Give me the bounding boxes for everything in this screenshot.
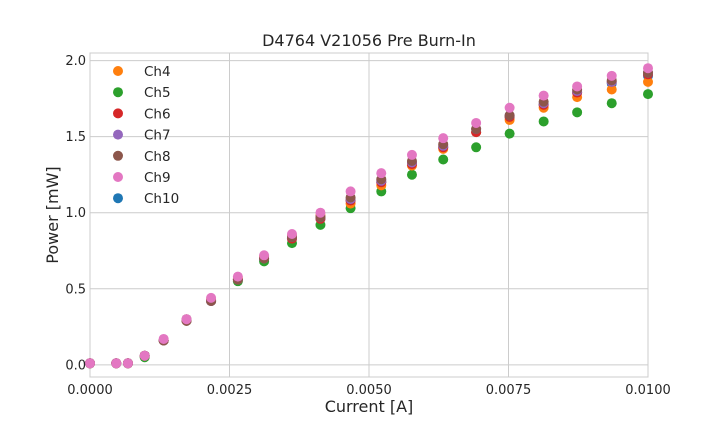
point-ch9 bbox=[315, 207, 326, 218]
point-ch9 bbox=[572, 81, 583, 92]
point-ch9 bbox=[286, 229, 297, 240]
y-tick-label: 2.0 bbox=[65, 54, 86, 69]
point-ch8 bbox=[504, 110, 515, 121]
point-ch5 bbox=[504, 128, 515, 139]
legend-marker bbox=[113, 129, 123, 140]
data-points bbox=[85, 63, 653, 369]
legend-item-ch9: Ch9 bbox=[113, 170, 171, 186]
legend-label: Ch9 bbox=[144, 170, 171, 186]
point-ch9 bbox=[206, 292, 217, 303]
plot-frame bbox=[89, 52, 649, 378]
point-ch5 bbox=[538, 116, 549, 127]
point-ch9 bbox=[111, 358, 122, 369]
x-axis-label: Current [A] bbox=[325, 397, 414, 416]
point-ch9 bbox=[504, 102, 515, 113]
legend-marker bbox=[113, 87, 123, 98]
x-tick-label: 0.0100 bbox=[625, 383, 671, 398]
legend-label: Ch4 bbox=[144, 64, 171, 80]
legend: Ch4 Ch5 Ch6 Ch7 Ch8 Ch9 Ch10 bbox=[113, 64, 179, 207]
point-ch5 bbox=[572, 107, 583, 118]
y-tick-label: 0.0 bbox=[65, 358, 86, 373]
point-ch9 bbox=[122, 358, 133, 369]
legend-item-ch5: Ch5 bbox=[113, 85, 171, 101]
legend-marker bbox=[113, 66, 123, 76]
point-ch5 bbox=[643, 89, 653, 100]
legend-item-ch7: Ch7 bbox=[113, 128, 171, 144]
y-tick-label: 0.5 bbox=[65, 282, 86, 297]
point-ch9 bbox=[345, 186, 356, 197]
legend-marker bbox=[113, 108, 123, 119]
point-ch4 bbox=[606, 84, 617, 95]
point-ch4 bbox=[643, 76, 653, 87]
point-ch9 bbox=[139, 350, 150, 361]
point-ch5 bbox=[406, 169, 417, 180]
point-ch9 bbox=[232, 271, 243, 282]
point-ch9 bbox=[85, 358, 95, 369]
legend-label: Ch6 bbox=[144, 106, 171, 122]
point-ch9 bbox=[471, 117, 482, 128]
x-tick-label: 0.0025 bbox=[207, 383, 253, 398]
y-tick-label: 1.0 bbox=[65, 206, 86, 221]
legend-label: Ch7 bbox=[144, 128, 171, 144]
legend-item-ch10: Ch10 bbox=[113, 191, 179, 207]
legend-label: Ch10 bbox=[144, 191, 179, 207]
legend-item-ch4: Ch4 bbox=[113, 64, 171, 80]
chart-title: D4764 V21056 Pre Burn-In bbox=[262, 31, 476, 50]
legend-label: Ch5 bbox=[144, 85, 171, 101]
legend-marker bbox=[113, 172, 123, 182]
point-ch9 bbox=[376, 168, 387, 179]
x-tick-label: 0.0075 bbox=[486, 383, 532, 398]
point-ch9 bbox=[606, 70, 617, 81]
legend-item-ch8: Ch8 bbox=[113, 149, 171, 165]
y-tick-label: 1.5 bbox=[65, 130, 86, 145]
point-ch9 bbox=[438, 133, 449, 144]
point-ch9 bbox=[538, 90, 549, 101]
point-ch5 bbox=[606, 98, 617, 109]
x-tick-label: 0.0000 bbox=[67, 383, 113, 398]
point-ch9 bbox=[643, 63, 653, 74]
x-tick-label: 0.0050 bbox=[346, 383, 392, 398]
point-ch9 bbox=[158, 333, 169, 344]
point-ch9 bbox=[181, 314, 192, 325]
legend-marker bbox=[113, 193, 123, 204]
legend-item-ch6: Ch6 bbox=[113, 106, 171, 122]
point-ch5 bbox=[471, 142, 482, 153]
series-ch9 bbox=[85, 63, 653, 369]
point-ch9 bbox=[406, 149, 417, 160]
legend-marker bbox=[113, 150, 123, 161]
legend-label: Ch8 bbox=[144, 149, 171, 165]
point-ch9 bbox=[259, 250, 270, 261]
point-ch5 bbox=[438, 154, 449, 165]
tick-labels: 0.0000 0.0025 0.0050 0.0075 0.0100 0.0 0.5 1.0 1… bbox=[65, 54, 670, 398]
y-axis-label: Power [mW] bbox=[43, 166, 62, 263]
